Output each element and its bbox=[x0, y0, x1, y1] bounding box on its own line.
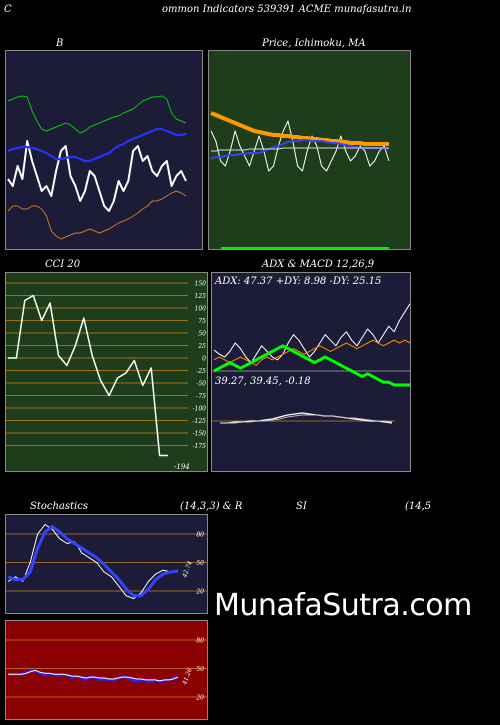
price-line-ma-white bbox=[211, 147, 389, 152]
bollinger-line-lower bbox=[7, 190, 187, 240]
cci-tick-label: -75 bbox=[196, 393, 206, 400]
stochastics-panel: 80 50 20 42.74 bbox=[5, 514, 208, 614]
rsi-tick-label: 80 bbox=[196, 638, 204, 645]
bollinger-chart bbox=[7, 95, 187, 240]
rsi-tick-label: 20 bbox=[195, 695, 204, 702]
cci-tick-label: 25 bbox=[197, 343, 206, 350]
bollinger-line-middle bbox=[7, 127, 187, 163]
adx-panel: ADX: 47.37 +DY: 8.98 -DY: 25.15 39.27, 3… bbox=[211, 272, 411, 472]
cci-tick-label: 125 bbox=[195, 293, 207, 300]
macd-signal-line bbox=[220, 414, 393, 424]
adx-readout: ADX: 47.37 +DY: 8.98 -DY: 25.15 bbox=[215, 276, 382, 287]
cci-tick-label: 0 bbox=[202, 356, 206, 363]
cci-tick-label: -150 bbox=[193, 431, 207, 438]
panel-title-rsi: SI bbox=[296, 501, 307, 512]
cci-tick-label: 175 bbox=[195, 273, 207, 275]
bollinger-line-close bbox=[7, 140, 187, 212]
corner-label-left: C bbox=[4, 4, 12, 15]
cci-tick-label: -100 bbox=[193, 406, 207, 413]
page-title: ommon Indicators 539391 ACME munafasutra… bbox=[162, 4, 412, 15]
rsi-line-rsi-ma bbox=[8, 669, 179, 682]
watermark: MunafaSutra.com bbox=[214, 588, 472, 623]
cci-panel: 175 150 125 100 75 50 25 0 -25 -50 -75 -100 -125 -150… bbox=[5, 272, 208, 472]
stoch-last-value: 42.74 bbox=[181, 560, 194, 580]
panel-title-bollinger: B bbox=[56, 38, 64, 49]
adx-line-minus-di bbox=[213, 344, 410, 387]
cci-tick-label: 150 bbox=[195, 281, 207, 288]
price-line-price bbox=[210, 120, 390, 172]
stochastics-chart: 80 50 20 42.74 bbox=[6, 524, 207, 600]
rsi-panel: 80 50 20 41.26 bbox=[5, 620, 208, 720]
cci-tick-label: 50 bbox=[198, 331, 206, 338]
panel-title-adx: ADX & MACD 12,26,9 bbox=[262, 259, 375, 270]
macd-line bbox=[220, 412, 393, 424]
price-line-ma-orange bbox=[210, 111, 389, 146]
cci-tick-label: -175 bbox=[193, 443, 207, 450]
cci-tick-label: 100 bbox=[195, 306, 207, 313]
rsi-chart: 80 50 20 41.26 bbox=[6, 638, 207, 702]
panel-params-stoch: (14,3,3) & R bbox=[180, 501, 243, 512]
cci-tick-label: -25 bbox=[196, 368, 206, 375]
bollinger-line-upper bbox=[7, 95, 187, 134]
stoch-tick-label: 20 bbox=[195, 589, 204, 596]
cci-chart: 175 150 125 100 75 50 25 0 -25 -50 -75 -100 -125 -150… bbox=[6, 273, 207, 471]
stoch-tick-label: 80 bbox=[196, 532, 204, 539]
rsi-tick-label: 50 bbox=[196, 666, 204, 673]
rsi-last-value: 41.26 bbox=[181, 667, 194, 687]
panel-title-cci: CCI 20 bbox=[45, 259, 81, 270]
cci-tick-label: -50 bbox=[196, 381, 206, 388]
cci-line bbox=[8, 294, 168, 457]
panel-title-price: Price, Ichimoku, MA bbox=[262, 38, 366, 49]
stoch-line-k bbox=[7, 524, 179, 600]
stoch-line-d bbox=[7, 524, 179, 598]
panel-title-stoch: Stochastics bbox=[30, 501, 88, 512]
adx-line-adx bbox=[213, 303, 410, 364]
stoch-tick-label: 50 bbox=[196, 560, 204, 567]
macd-readout: 39.27, 39.45, -0.18 bbox=[215, 376, 311, 387]
bollinger-panel bbox=[5, 50, 203, 250]
cci-tick-label: 75 bbox=[198, 318, 206, 325]
adx-line-plus-di bbox=[213, 339, 410, 366]
price-chart bbox=[210, 111, 390, 249]
cci-tick-label: -125 bbox=[193, 418, 207, 425]
panel-params-rsi: (14,5 bbox=[405, 501, 432, 512]
adx-chart bbox=[212, 303, 410, 424]
price-panel bbox=[208, 50, 411, 250]
cci-last-value: -194 bbox=[174, 463, 190, 471]
